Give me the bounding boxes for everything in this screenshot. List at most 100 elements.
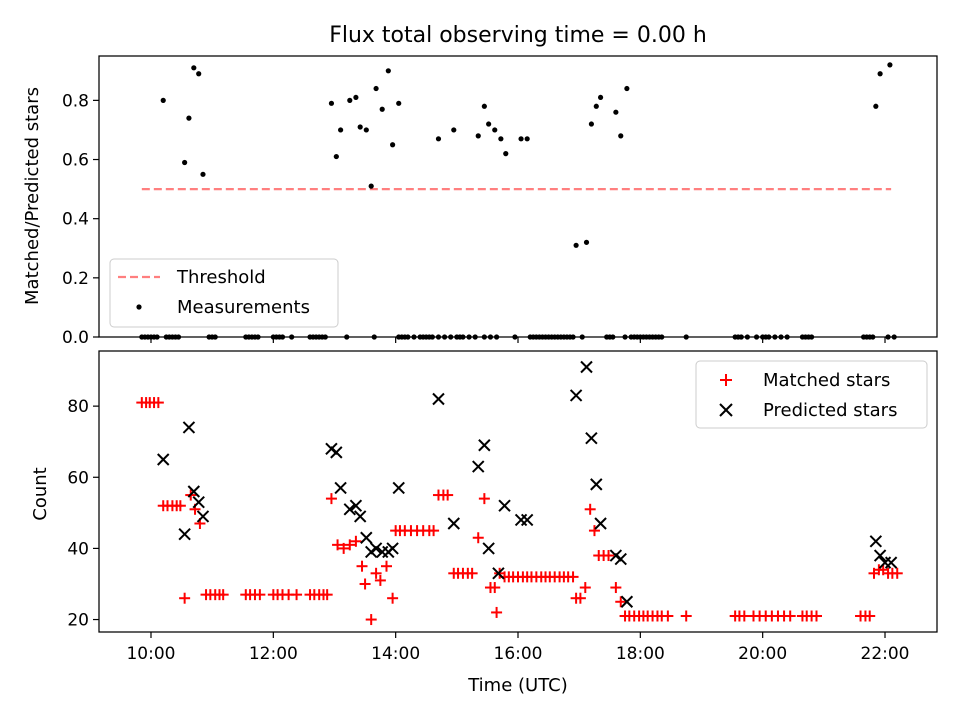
predicted-star-point [330,446,343,459]
measurement-point [385,68,391,74]
matched-star-point [365,614,377,626]
measurement-point [379,106,385,112]
matched-star-point [350,535,362,547]
measurement-point [363,127,369,133]
predicted-star-point [192,495,205,509]
matched-star-point [579,582,591,594]
measurement-point [887,62,893,68]
predicted-star-point [869,535,883,548]
matched-star-point [680,610,692,622]
measurement-point [196,71,202,77]
measurement-point [396,100,402,106]
measurement-point [613,109,619,115]
matched-star-point [615,596,627,608]
predicted-star-point [343,503,356,516]
matched-star-point [864,610,876,622]
predicted-star-point [353,510,367,523]
xtick-label: 22:00 [861,644,910,664]
matched-star-point [179,592,191,604]
matched-star-point [662,610,674,622]
measurement-point [475,133,481,139]
matched-star-point [738,610,750,622]
predicted-star-point [178,527,191,541]
matched-star-point [891,567,903,579]
measurement-point [328,100,335,106]
measurement-point [347,97,353,103]
measurement-point [191,65,197,71]
matched-star-point [152,397,164,409]
measurement-point [618,133,624,139]
measurement-point [524,136,530,142]
top-y-axis: 0.0 0.2 0.4 0.6 0.8 [62,91,99,348]
measurement-point [588,121,595,127]
matched-star-point [387,592,399,604]
predicted-star-point [196,510,210,523]
measurement-point [503,151,509,157]
x-axis-label: Time (UTC) [467,675,568,696]
xtick-label: 10:00 [126,644,175,664]
top-legend-box [109,258,339,328]
top-ytick-label: 0.8 [62,91,89,111]
matched-star-point [359,578,371,590]
top-ytick-label: 0.4 [62,210,89,230]
predicted-star-point [187,485,201,498]
top-panel: 0.00.20.40.60.8 Matched/Predicted stars … [22,55,938,348]
matched-star-point [321,589,333,601]
measurement-point [492,127,498,133]
predicted-star-point [884,556,898,569]
legend-measurements-swatch [136,304,142,310]
legend-predicted-swatch [719,403,733,417]
measurement-point [518,136,524,142]
predicted-star-point [369,542,383,555]
top-ytick-label: 0.6 [62,151,89,171]
predicted-star-point [873,549,887,562]
matched-star-point [584,503,596,515]
xtick-label: 18:00 [616,644,665,664]
predicted-star-point [498,499,511,512]
matched-star-point [325,493,337,505]
measurement-point [368,183,374,189]
predicted-star-point [360,531,373,544]
predicted-star-point [447,517,460,530]
predicted-star-point [472,460,485,473]
xtick-label: 20:00 [738,644,787,664]
predicted-star-point [349,499,363,512]
measurement-point [573,242,579,248]
predicted-star-point [478,439,491,452]
matched-star-point [344,539,356,551]
legend-matched-swatch [720,374,732,386]
predicted-star-point [432,392,445,406]
chart-title: Flux total observing time = 0.00 h [329,23,707,48]
bottom-ytick-label: 60 [67,468,89,488]
measurement-point [624,85,630,92]
matched-star-point [332,539,344,551]
predicted-star-point [334,481,347,495]
predicted-star-point [620,595,634,608]
matched-star-point [784,610,796,622]
matched-star-point [588,525,600,537]
matched-star-point [380,560,392,572]
top-ytick-label: 0.0 [62,328,89,348]
matched-star-point [356,560,368,572]
measurement-point [160,97,166,103]
matched-star-point [217,589,229,601]
predicted-star-point [482,542,495,555]
predicted-star-point [569,389,583,402]
matched-star-point [442,489,454,501]
predicted-star-point [614,552,627,566]
predicted-star-point [520,513,534,527]
matched-star-point [338,542,350,554]
measurement-point [597,94,604,101]
predicted-star-point [386,542,399,555]
measurement-point [583,239,590,245]
predicted-star-point [392,481,405,495]
bottom-y-axis-label: Count [30,467,51,520]
xtick-label: 12:00 [249,644,298,664]
predicted-star-point [585,431,598,445]
bottom-y-axis: 20 40 60 80 [67,397,99,631]
measurement-point [593,103,599,109]
legend-matched-label: Matched stars [763,370,890,391]
measurement-point [357,124,363,130]
predicted-star-point [580,360,593,374]
